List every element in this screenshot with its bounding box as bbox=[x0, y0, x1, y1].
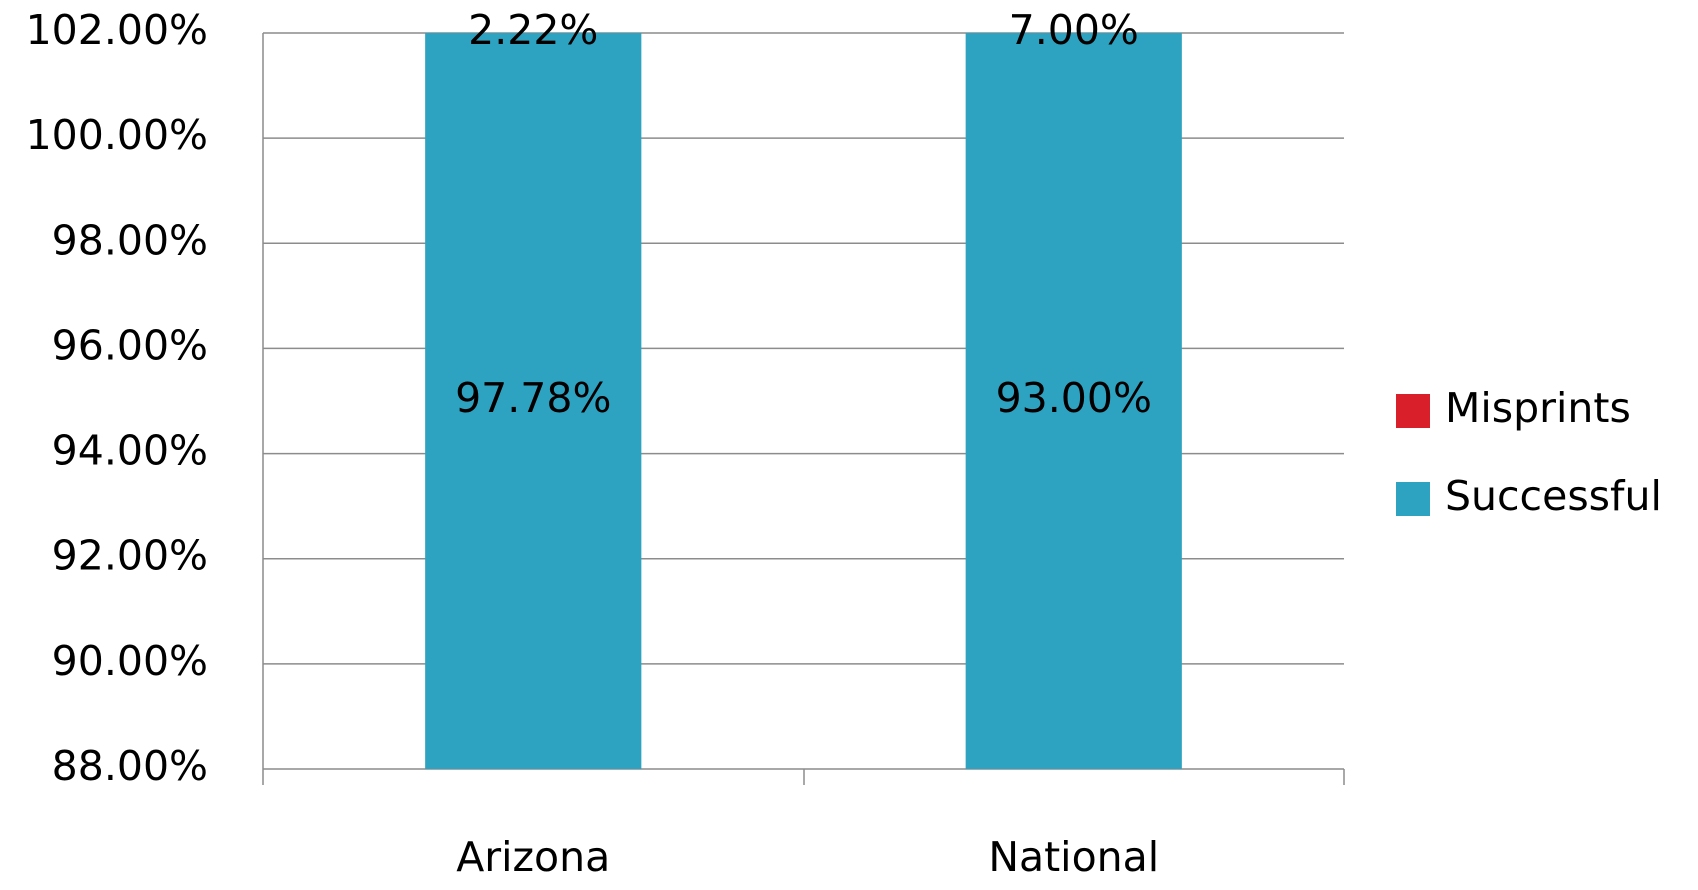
legend-label: Misprints bbox=[1445, 384, 1631, 432]
value-label: 97.78% bbox=[455, 374, 611, 422]
x-tick-label: National bbox=[988, 833, 1159, 881]
bar-segment bbox=[965, 33, 1182, 769]
y-tick-label: 102.00% bbox=[26, 6, 208, 54]
value-label: 93.00% bbox=[996, 374, 1152, 422]
y-tick-label: 98.00% bbox=[52, 216, 208, 264]
legend-swatch bbox=[1396, 482, 1430, 516]
x-tick-label: Arizona bbox=[456, 833, 610, 881]
y-tick-label: 100.00% bbox=[26, 111, 208, 159]
bar-segment bbox=[425, 33, 642, 769]
y-tick-label: 88.00% bbox=[52, 742, 208, 790]
value-label: 2.22% bbox=[468, 6, 598, 54]
legend-label: Successful bbox=[1445, 472, 1662, 520]
y-tick-label: 94.00% bbox=[52, 427, 208, 475]
y-tick-label: 90.00% bbox=[52, 637, 208, 685]
value-label: 7.00% bbox=[1009, 6, 1139, 54]
y-tick-label: 92.00% bbox=[52, 532, 208, 580]
legend-swatch bbox=[1396, 394, 1430, 428]
y-tick-label: 96.00% bbox=[52, 321, 208, 369]
